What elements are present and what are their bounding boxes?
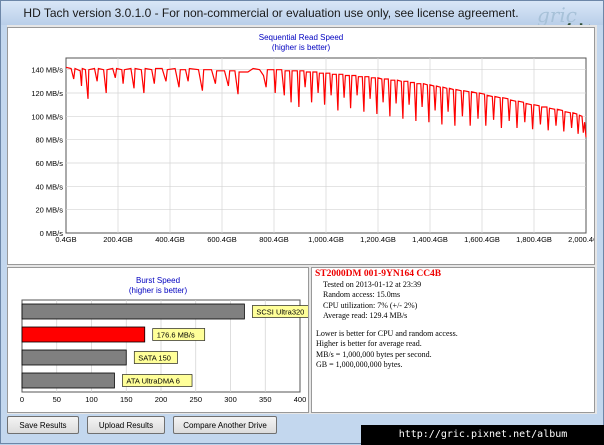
url-overlay: http://gric.pixnet.net/album (361, 425, 604, 445)
drive-info: ST2000DM 001-9YN164 CC4B Tested on 2013-… (311, 269, 593, 371)
burst-chart-panel: Burst Speed (higher is better) 0 50 100 150… (7, 267, 309, 413)
x-tick-label: 800.4GB (259, 235, 289, 244)
x-tick-label: 200 (155, 395, 168, 404)
note-line: Higher is better for average read. (316, 339, 422, 348)
y-tick-label: 100 MB/s (31, 112, 63, 121)
x-tick-label: 150 (120, 395, 133, 404)
burst-chart-title: Burst Speed (135, 276, 181, 285)
title-bar: HD Tach version 3.0.1.0 - For non-commer… (1, 1, 603, 25)
drive-info-panel (311, 267, 595, 413)
read-chart-subtitle: (higher is better) (271, 43, 331, 52)
y-tick-label: 60 MB/s (35, 159, 63, 168)
bar-label-box (252, 305, 308, 318)
burst-bar (21, 326, 146, 343)
random-access: Random access: 15.0ms (323, 290, 401, 299)
bar-label-box (122, 374, 193, 387)
x-tick-label: 0.4GB (55, 235, 76, 244)
cpu-utilization: CPU utilization: 7% (+/- 2%) (323, 300, 418, 310)
x-tick-label: 0 (20, 395, 24, 404)
y-tick-label: 120 MB/s (31, 89, 63, 98)
x-tick-label: 1,000.4GB (308, 235, 344, 244)
read-chart-title: Sequential Read Speed (258, 33, 344, 42)
y-tick-label: 40 MB/s (35, 182, 63, 191)
bar-label-box (133, 351, 178, 364)
tested-on: Tested on 2013-01-12 at 23:39 (323, 279, 422, 289)
bar-label-box (152, 328, 206, 341)
burst-chart-subtitle: (higher is better) (128, 286, 188, 295)
read-speed-line (65, 66, 587, 138)
read-chart-panel: Sequential Read Speed (higher is better)… (7, 27, 595, 265)
x-tick-label: 50 (53, 395, 61, 404)
note-line: MB/s = 1,000,000 bytes per second. (316, 349, 432, 359)
x-tick-label: 1,800.4GB (516, 235, 552, 244)
x-tick-label: 200.4GB (103, 235, 133, 244)
x-tick-label: 600.4GB (207, 235, 237, 244)
watermark-latin: gric (537, 3, 577, 27)
x-tick-label: 1,600.4GB (464, 235, 500, 244)
average-read: Average read: 129.4 MB/s (323, 311, 408, 320)
window-title: HD Tach version 3.0.1.0 - For non-commer… (23, 6, 519, 20)
y-tick-label: 80 MB/s (35, 136, 63, 145)
x-tick-label: 400 (294, 395, 307, 404)
burst-bar (21, 349, 127, 366)
note-line: Lower is better for CPU and random acces… (316, 328, 458, 338)
burst-bar (21, 372, 115, 389)
compare-drive-button[interactable]: Compare Another Drive (173, 416, 277, 434)
y-tick-label: 0 MB/s (40, 229, 64, 238)
y-tick-label: 20 MB/s (35, 206, 63, 215)
x-tick-label: 100 (85, 395, 98, 404)
x-tick-label: 250 (189, 395, 202, 404)
bar-label: SATA 150 (138, 354, 171, 363)
x-tick-label: 1,200.4GB (360, 235, 396, 244)
x-tick-label: 1,400.4GB (412, 235, 448, 244)
x-tick-label: 350 (259, 395, 272, 404)
read-chart: 140 MB/s 120 MB/s 100 MB/s 80 MB/s 60 MB/s 40… (31, 57, 594, 244)
upload-results-button[interactable]: Upload Results (87, 416, 165, 434)
y-tick-label: 140 MB/s (31, 66, 63, 75)
x-tick-label: 400.4GB (155, 235, 185, 244)
bar-label: 176.6 MB/s (157, 331, 195, 340)
x-tick-label: 2,000.4GB (568, 235, 594, 244)
save-results-button[interactable]: Save Results (7, 416, 79, 434)
burst-chart: 0 50 100 150 200 250 300 350 400 SCSI Ultra320 176… (20, 299, 308, 404)
client-area: Sequential Read Speed (higher is better)… (7, 25, 597, 414)
bar-label: ATA UltraDMA 6 (126, 377, 180, 386)
bar-label: SCSI Ultra320 (256, 308, 304, 317)
note-line: GB = 1,000,000,000 bytes. (316, 360, 403, 369)
burst-bar (21, 303, 245, 320)
drive-model: ST2000DM 001-9YN164 CC4B (315, 269, 442, 279)
x-tick-label: 300 (224, 395, 237, 404)
